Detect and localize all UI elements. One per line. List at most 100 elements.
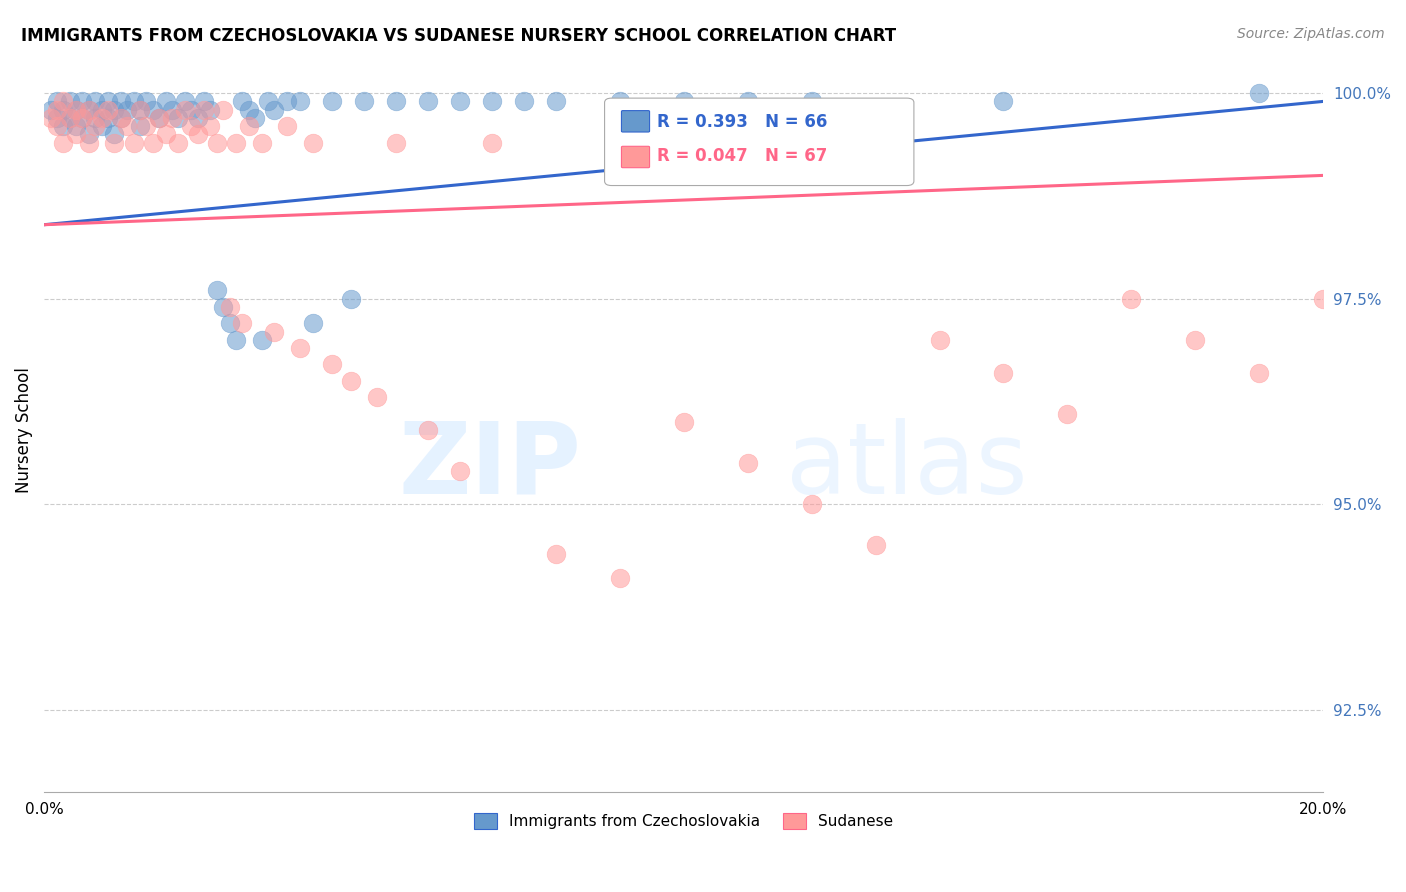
Point	[1249, 86, 1271, 100]
Point	[77, 103, 100, 117]
Point	[609, 95, 631, 109]
Point	[103, 103, 125, 117]
Point	[52, 95, 75, 109]
Point	[72, 111, 94, 125]
Point	[481, 95, 503, 109]
Point	[84, 95, 107, 109]
Point	[142, 103, 165, 117]
Point	[737, 456, 759, 470]
Point	[257, 95, 280, 109]
Point	[129, 103, 152, 117]
Text: atlas: atlas	[786, 418, 1028, 515]
Point	[135, 119, 157, 133]
Point	[110, 111, 132, 125]
Point	[200, 119, 222, 133]
Point	[212, 300, 235, 314]
Point	[353, 95, 375, 109]
Text: Source: ZipAtlas.com: Source: ZipAtlas.com	[1237, 27, 1385, 41]
Point	[65, 119, 87, 133]
Point	[52, 103, 75, 117]
Point	[90, 111, 112, 125]
Point	[449, 95, 471, 109]
Point	[250, 333, 273, 347]
Point	[544, 95, 567, 109]
Point	[90, 103, 112, 117]
Point	[449, 464, 471, 478]
Point	[231, 95, 253, 109]
Y-axis label: Nursery School: Nursery School	[15, 368, 32, 493]
Point	[301, 136, 323, 150]
Point	[122, 95, 145, 109]
Point	[52, 136, 75, 150]
Point	[187, 111, 209, 125]
Point	[243, 111, 266, 125]
Point	[110, 95, 132, 109]
Point	[385, 136, 408, 150]
Point	[97, 103, 120, 117]
Point	[148, 111, 170, 125]
Point	[167, 111, 190, 125]
Point	[238, 119, 260, 133]
Point	[142, 136, 165, 150]
Point	[59, 111, 82, 125]
Point	[122, 136, 145, 150]
Point	[84, 119, 107, 133]
Point	[110, 111, 132, 125]
Point	[77, 128, 100, 142]
Point	[225, 333, 247, 347]
Text: ZIP: ZIP	[398, 418, 581, 515]
Point	[193, 95, 215, 109]
Point	[800, 497, 823, 511]
Point	[263, 325, 285, 339]
Point	[513, 95, 536, 109]
Point	[52, 119, 75, 133]
Point	[385, 95, 408, 109]
Point	[928, 333, 950, 347]
Point	[160, 103, 183, 117]
Point	[225, 136, 247, 150]
Point	[103, 136, 125, 150]
Point	[276, 119, 298, 133]
Point	[187, 128, 209, 142]
Point	[218, 317, 240, 331]
Point	[167, 136, 190, 150]
Point	[288, 341, 311, 355]
Point	[1184, 333, 1206, 347]
Point	[416, 423, 439, 437]
Point	[72, 111, 94, 125]
Point	[117, 103, 139, 117]
Point	[155, 128, 177, 142]
Point	[65, 103, 87, 117]
Point	[1121, 292, 1143, 306]
Point	[544, 547, 567, 561]
Point	[39, 111, 62, 125]
Point	[148, 111, 170, 125]
Legend: Immigrants from Czechoslovakia, Sudanese: Immigrants from Czechoslovakia, Sudanese	[468, 806, 900, 835]
Point	[1312, 292, 1334, 306]
Point	[193, 103, 215, 117]
Point	[90, 119, 112, 133]
Point	[416, 95, 439, 109]
Point	[993, 366, 1015, 380]
Point	[263, 103, 285, 117]
Point	[65, 103, 87, 117]
Point	[155, 95, 177, 109]
Point	[481, 136, 503, 150]
Point	[84, 111, 107, 125]
Point	[45, 111, 67, 125]
Point	[180, 103, 202, 117]
Point	[39, 103, 62, 117]
Point	[205, 136, 228, 150]
Point	[59, 111, 82, 125]
Point	[321, 358, 343, 372]
Point	[59, 95, 82, 109]
Point	[1249, 366, 1271, 380]
Point	[135, 95, 157, 109]
Point	[238, 103, 260, 117]
Point	[276, 95, 298, 109]
Point	[200, 103, 222, 117]
Point	[1376, 333, 1399, 347]
Point	[97, 95, 120, 109]
Point	[321, 95, 343, 109]
Point	[45, 119, 67, 133]
